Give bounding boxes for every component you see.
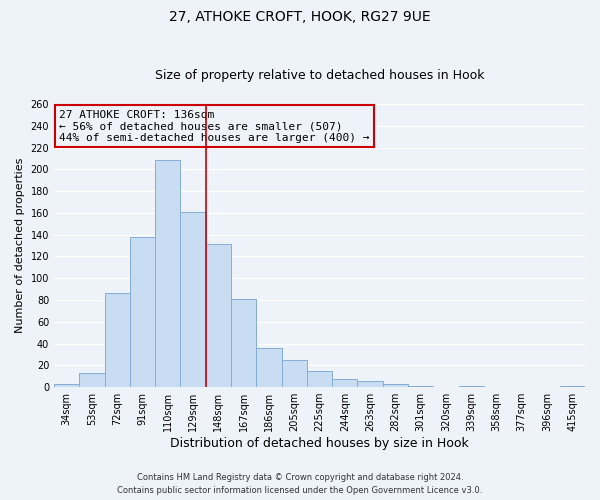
Text: Contains HM Land Registry data © Crown copyright and database right 2024.
Contai: Contains HM Land Registry data © Crown c… <box>118 474 482 495</box>
Bar <box>155 160 181 387</box>
Title: Size of property relative to detached houses in Hook: Size of property relative to detached ho… <box>155 69 484 82</box>
Bar <box>358 380 383 387</box>
X-axis label: Distribution of detached houses by size in Hook: Distribution of detached houses by size … <box>170 437 469 450</box>
Bar <box>560 386 585 387</box>
Bar <box>458 386 484 387</box>
Bar <box>130 237 155 387</box>
Bar <box>181 212 206 387</box>
Text: 27 ATHOKE CROFT: 136sqm
← 56% of detached houses are smaller (507)
44% of semi-d: 27 ATHOKE CROFT: 136sqm ← 56% of detache… <box>59 110 370 143</box>
Y-axis label: Number of detached properties: Number of detached properties <box>15 158 25 333</box>
Bar <box>383 384 408 387</box>
Bar <box>281 360 307 387</box>
Bar <box>231 299 256 387</box>
Bar <box>307 371 332 387</box>
Text: 27, ATHOKE CROFT, HOOK, RG27 9UE: 27, ATHOKE CROFT, HOOK, RG27 9UE <box>169 10 431 24</box>
Bar <box>206 244 231 387</box>
Bar <box>104 294 130 387</box>
Bar <box>256 348 281 387</box>
Bar <box>332 380 358 387</box>
Bar <box>54 384 79 387</box>
Bar <box>79 373 104 387</box>
Bar <box>408 386 433 387</box>
